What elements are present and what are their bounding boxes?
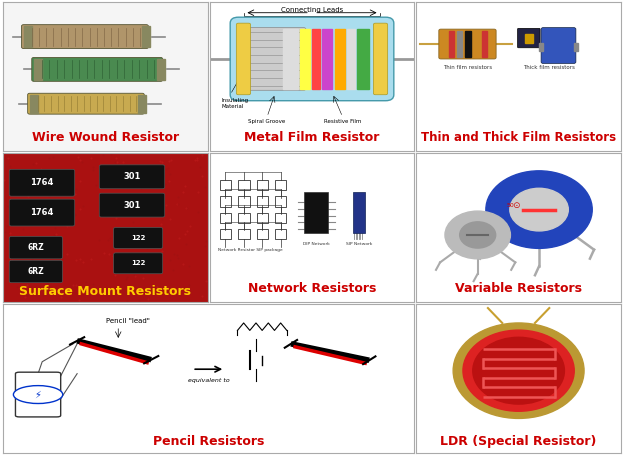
Bar xyxy=(238,229,250,239)
Text: 301: 301 xyxy=(124,201,140,210)
FancyBboxPatch shape xyxy=(99,165,165,189)
Text: Network Resistor SIP package: Network Resistor SIP package xyxy=(218,248,283,253)
Bar xyxy=(238,196,250,207)
Text: Thin film resistors: Thin film resistors xyxy=(443,66,492,71)
Text: Insulating
Material: Insulating Material xyxy=(222,98,249,109)
Circle shape xyxy=(13,385,63,404)
Text: Thin and Thick Film Resistors: Thin and Thick Film Resistors xyxy=(421,131,616,144)
Bar xyxy=(275,212,286,223)
FancyBboxPatch shape xyxy=(32,57,163,81)
Bar xyxy=(142,26,150,47)
FancyBboxPatch shape xyxy=(9,260,62,283)
Circle shape xyxy=(453,323,584,419)
Text: 1764: 1764 xyxy=(31,208,54,217)
Text: ⚡: ⚡ xyxy=(34,389,42,399)
Bar xyxy=(466,30,470,57)
Text: equivalent to: equivalent to xyxy=(188,378,230,383)
Text: 301: 301 xyxy=(124,172,140,181)
Bar xyxy=(24,26,32,47)
Text: 6RZ: 6RZ xyxy=(27,243,44,252)
Bar xyxy=(157,59,165,80)
Bar xyxy=(334,29,344,89)
Text: 122: 122 xyxy=(131,260,145,266)
Text: Pencil "lead": Pencil "lead" xyxy=(106,318,150,324)
Bar xyxy=(300,29,310,89)
Circle shape xyxy=(473,337,565,404)
Bar xyxy=(138,95,146,113)
Text: SIP Network: SIP Network xyxy=(346,243,372,247)
FancyBboxPatch shape xyxy=(541,28,576,63)
FancyBboxPatch shape xyxy=(230,17,394,101)
Bar xyxy=(238,212,250,223)
Bar xyxy=(574,43,578,51)
Bar xyxy=(220,229,232,239)
Bar xyxy=(256,212,268,223)
Bar xyxy=(220,180,232,190)
FancyBboxPatch shape xyxy=(99,193,165,217)
Bar xyxy=(525,34,533,43)
Bar xyxy=(482,30,487,57)
Text: Variable Resistors: Variable Resistors xyxy=(455,282,582,295)
FancyBboxPatch shape xyxy=(27,93,144,114)
Bar xyxy=(275,196,286,207)
Bar xyxy=(539,43,543,51)
Bar xyxy=(312,29,320,89)
FancyBboxPatch shape xyxy=(9,237,62,259)
Bar xyxy=(474,30,479,57)
Bar xyxy=(220,212,232,223)
Bar xyxy=(449,30,454,57)
Text: 122: 122 xyxy=(131,235,145,241)
Circle shape xyxy=(445,211,510,259)
Bar xyxy=(220,196,232,207)
Circle shape xyxy=(460,222,495,248)
Text: LDR (Special Resistor): LDR (Special Resistor) xyxy=(441,435,597,448)
Bar xyxy=(304,192,328,233)
Bar xyxy=(256,196,268,207)
Bar xyxy=(275,229,286,239)
FancyBboxPatch shape xyxy=(16,372,61,417)
Text: Wire Wound Resistor: Wire Wound Resistor xyxy=(32,131,179,144)
Text: Surface Mount Resistors: Surface Mount Resistors xyxy=(19,285,192,298)
Text: Connecting Leads: Connecting Leads xyxy=(281,7,343,13)
Bar xyxy=(30,95,38,113)
Bar xyxy=(283,29,298,89)
FancyBboxPatch shape xyxy=(114,253,163,274)
FancyBboxPatch shape xyxy=(22,25,149,49)
Circle shape xyxy=(510,188,568,231)
Circle shape xyxy=(463,330,574,411)
Bar xyxy=(275,180,286,190)
Bar xyxy=(34,59,42,80)
FancyBboxPatch shape xyxy=(439,29,496,59)
Text: Network Resistors: Network Resistors xyxy=(248,282,376,295)
FancyBboxPatch shape xyxy=(517,28,540,48)
Text: 6RZ: 6RZ xyxy=(27,267,44,276)
FancyBboxPatch shape xyxy=(236,23,251,95)
Text: Spiral Groove: Spiral Groove xyxy=(248,119,286,124)
Text: DIP Network: DIP Network xyxy=(303,243,329,247)
FancyBboxPatch shape xyxy=(9,199,75,226)
Bar xyxy=(457,30,462,57)
Text: 1764: 1764 xyxy=(31,178,54,187)
Bar xyxy=(357,29,369,89)
Text: Thick film resistors: Thick film resistors xyxy=(524,66,575,71)
Bar xyxy=(347,29,355,89)
Bar xyxy=(322,29,333,89)
Bar xyxy=(256,180,268,190)
Bar xyxy=(238,180,250,190)
Text: Metal Film Resistor: Metal Film Resistor xyxy=(245,131,379,144)
FancyBboxPatch shape xyxy=(9,169,75,196)
Text: Pencil Resistors: Pencil Resistors xyxy=(153,435,265,448)
Text: Resistive Film: Resistive Film xyxy=(324,119,361,124)
Bar xyxy=(353,192,365,233)
FancyBboxPatch shape xyxy=(114,228,163,248)
Text: 50⨀: 50⨀ xyxy=(506,202,520,207)
FancyBboxPatch shape xyxy=(245,28,306,90)
Circle shape xyxy=(486,171,592,248)
FancyBboxPatch shape xyxy=(373,23,388,95)
Bar xyxy=(256,229,268,239)
